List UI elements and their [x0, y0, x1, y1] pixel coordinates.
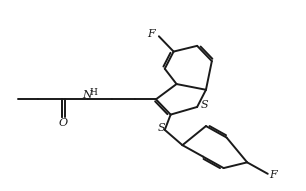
Text: H: H [90, 87, 98, 97]
Text: F: F [269, 170, 277, 180]
Text: F: F [148, 29, 155, 39]
Text: S: S [201, 100, 208, 110]
Text: S: S [157, 123, 165, 133]
Text: N: N [82, 90, 92, 100]
Text: O: O [59, 118, 68, 128]
